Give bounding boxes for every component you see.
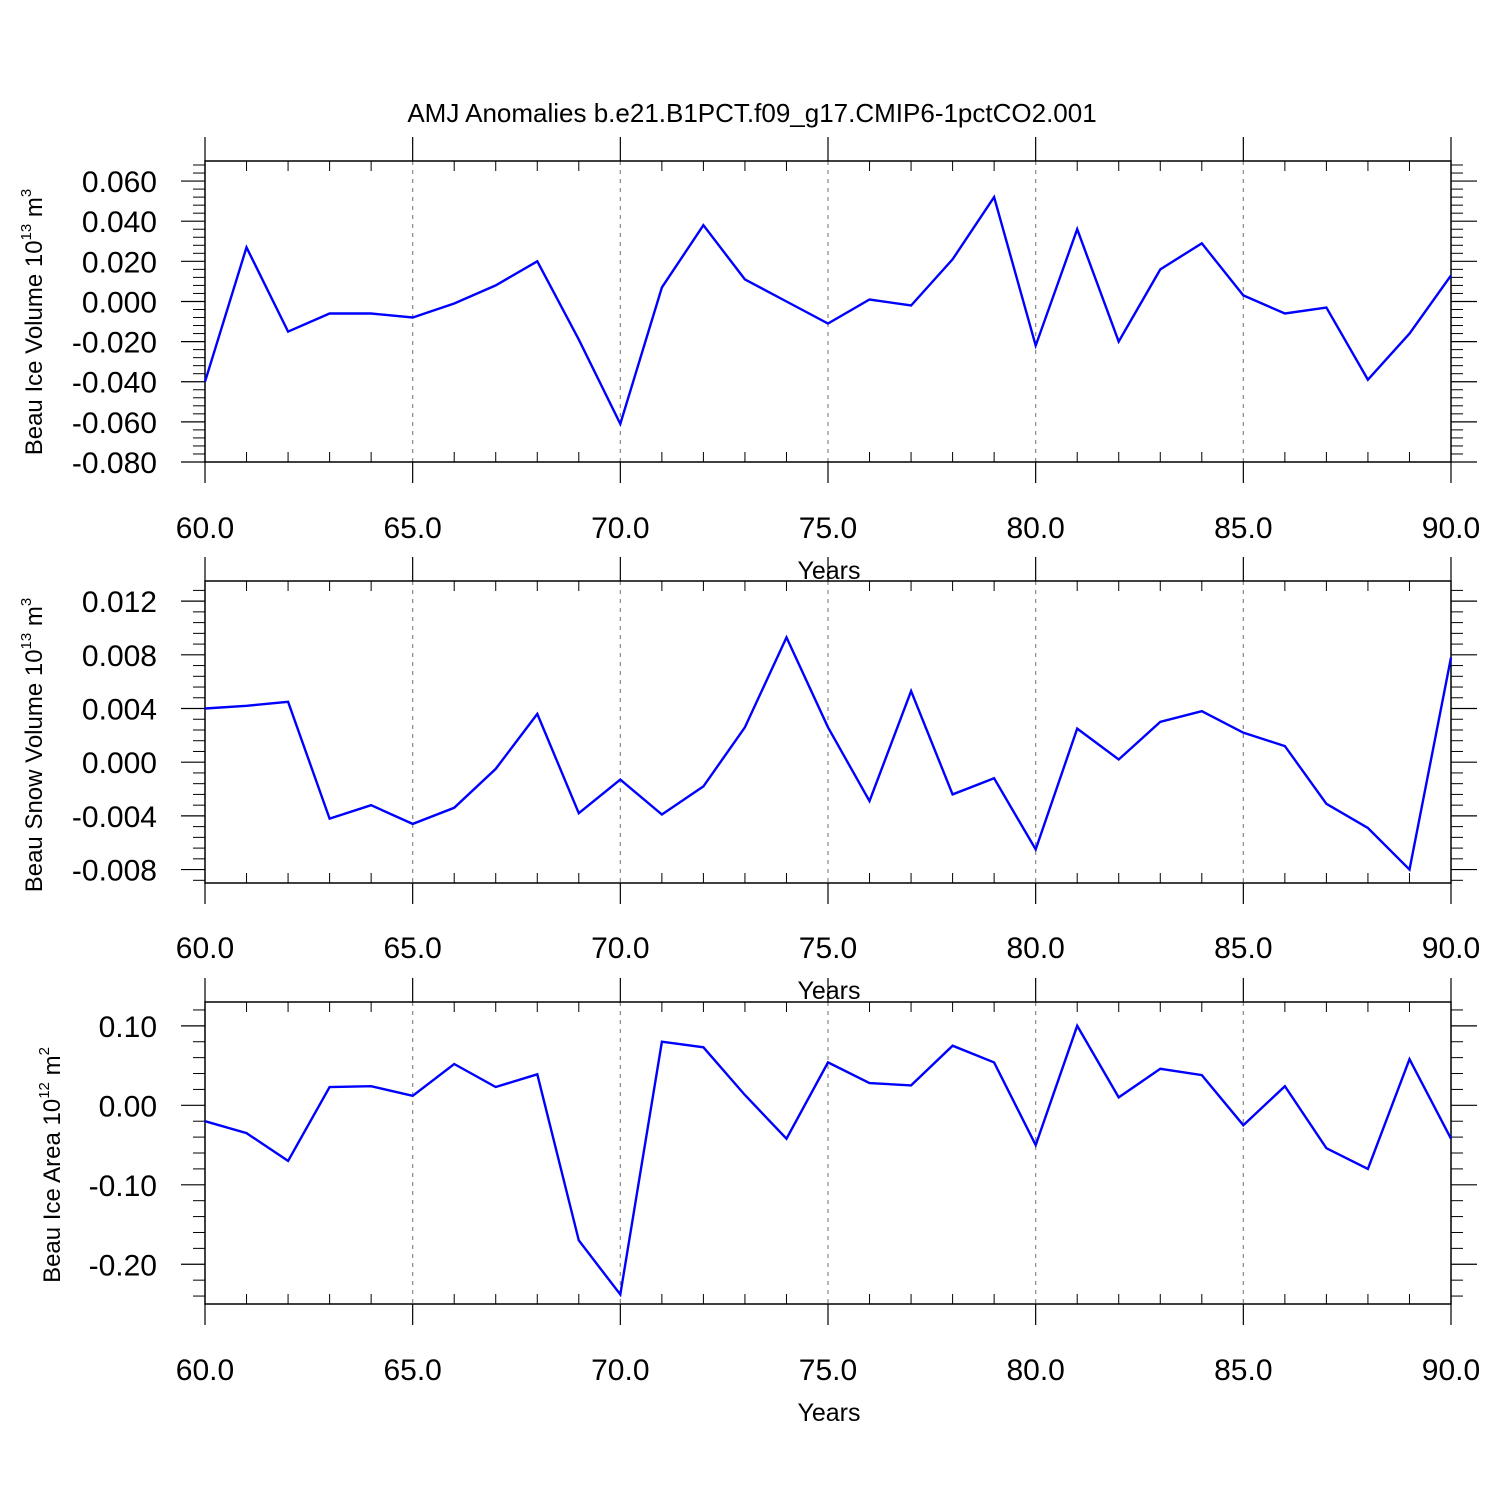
y-tick-label: -0.008 xyxy=(72,855,157,888)
y-axis-title: Beau Ice Area 1012 m2 xyxy=(36,1047,66,1283)
x-tick-label: 75.0 xyxy=(799,1354,857,1387)
x-tick-label: 90.0 xyxy=(1422,512,1480,545)
y-tick-label: 0.040 xyxy=(82,206,157,239)
y-tick-label: -0.20 xyxy=(89,1249,157,1282)
series-line xyxy=(204,634,1453,873)
y-tick-label: 0.060 xyxy=(82,166,157,199)
panel-2: 60.0 65.0 70.0 75.0 80.0 85.0 90.0 0.012 0.008 0.… xyxy=(18,557,1480,1005)
x-tick-label: 85.0 xyxy=(1214,1354,1272,1387)
x-tick-label: 90.0 xyxy=(1422,1354,1480,1387)
x-tick-label: 90.0 xyxy=(1422,932,1480,965)
x-tick-label: 65.0 xyxy=(383,512,441,545)
y-tick-label: -0.040 xyxy=(72,367,157,400)
y-title-exponent: 12 xyxy=(36,1082,53,1099)
y-axis-title: Beau Ice Volume 1013 m3 xyxy=(18,189,48,456)
y-title-text: Beau Ice Area 10 xyxy=(39,1099,66,1283)
x-tick-label: 65.0 xyxy=(383,1354,441,1387)
y-title-unit: m xyxy=(21,197,48,224)
x-tick-label: 60.0 xyxy=(176,512,234,545)
y-title-unit: m xyxy=(21,606,48,633)
y-tick-label: 0.000 xyxy=(82,747,157,780)
x-tick-label: 70.0 xyxy=(591,1354,649,1387)
y-axis-title: Beau Snow Volume 1013 m3 xyxy=(18,598,48,893)
x-tick-label: 75.0 xyxy=(799,512,857,545)
y-tick-label: -0.004 xyxy=(72,801,157,834)
x-tick-label: 80.0 xyxy=(1006,1354,1064,1387)
series-line xyxy=(204,1022,1453,1298)
y-title-text: Beau Ice Volume 10 xyxy=(21,240,48,455)
y-title-unit-exponent: 2 xyxy=(36,1047,53,1055)
y-title-text: Beau Snow Volume 10 xyxy=(21,649,48,892)
y-title-unit: m xyxy=(39,1055,66,1082)
y-title-unit-exponent: 3 xyxy=(18,598,35,606)
x-tick-label: 65.0 xyxy=(383,932,441,965)
x-tick-label: 70.0 xyxy=(591,932,649,965)
y-tick-label: -0.10 xyxy=(89,1170,157,1203)
y-tick-label: -0.080 xyxy=(72,447,157,480)
panel-3: 60.0 65.0 70.0 75.0 80.0 85.0 90.0 0.10 0.00 -0.1… xyxy=(36,978,1480,1427)
y-tick-label: 0.008 xyxy=(82,640,157,673)
y-tick-label: 0.00 xyxy=(99,1090,157,1123)
y-title-unit-exponent: 3 xyxy=(18,189,35,197)
panels: 60.0 65.0 70.0 75.0 80.0 85.0 90.0 0.060 0.040 0.… xyxy=(18,137,1480,1427)
x-tick-label: 80.0 xyxy=(1006,932,1064,965)
y-tick-label: 0.000 xyxy=(82,286,157,319)
series-line xyxy=(203,194,1452,428)
y-tick-label: -0.020 xyxy=(72,327,157,360)
x-tick-label: 85.0 xyxy=(1214,512,1272,545)
y-tick-label: 0.10 xyxy=(99,1011,157,1044)
chart-title: AMJ Anomalies b.e21.B1PCT.f09_g17.CMIP6-… xyxy=(407,98,1096,128)
x-tick-label: 70.0 xyxy=(591,512,649,545)
y-title-exponent: 13 xyxy=(18,633,35,650)
x-axis-title: Years xyxy=(797,977,860,1005)
x-tick-label: 75.0 xyxy=(799,932,857,965)
x-tick-label: 60.0 xyxy=(176,932,234,965)
y-tick-label: 0.012 xyxy=(82,586,157,619)
panel-1: 60.0 65.0 70.0 75.0 80.0 85.0 90.0 0.060 0.040 0.… xyxy=(18,137,1480,585)
x-tick-label: 80.0 xyxy=(1006,512,1064,545)
x-tick-label: 60.0 xyxy=(176,1354,234,1387)
y-tick-label: 0.020 xyxy=(82,246,157,279)
y-title-exponent: 13 xyxy=(18,224,35,241)
y-tick-label: 0.004 xyxy=(82,694,157,727)
y-tick-label: -0.060 xyxy=(72,407,157,440)
x-axis-title: Years xyxy=(797,1399,860,1427)
x-tick-label: 85.0 xyxy=(1214,932,1272,965)
